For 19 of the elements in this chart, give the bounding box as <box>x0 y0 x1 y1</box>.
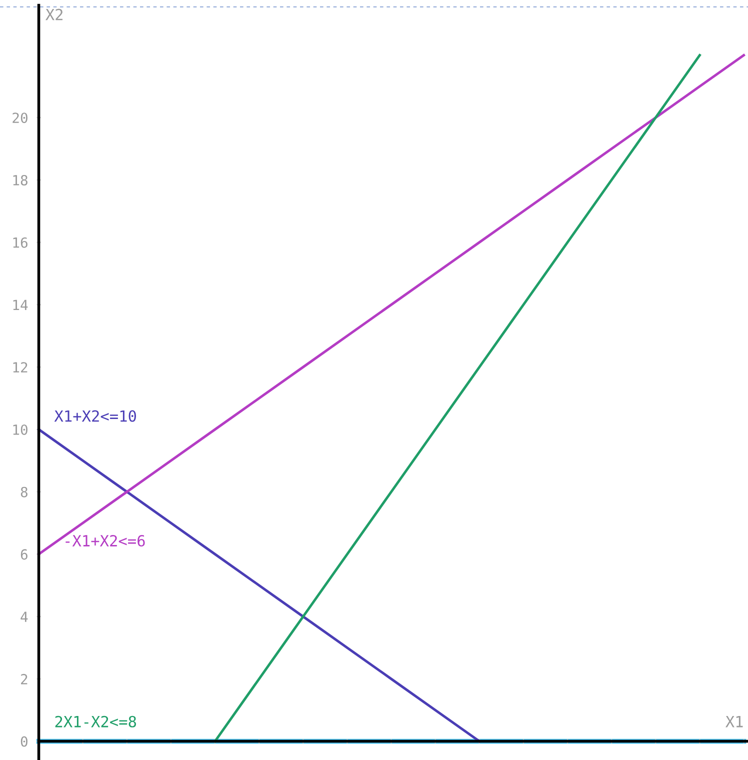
y-tick-label: 4 <box>20 612 28 622</box>
y-tick-label: 0 <box>20 736 28 747</box>
x-axis-title: X1 <box>726 716 743 728</box>
y-tick-label: 12 <box>13 362 28 372</box>
y-tick-label: 6 <box>20 549 28 560</box>
y-tick-label: 20 <box>12 112 28 124</box>
line-series <box>38 54 746 556</box>
y-tick-label: 8 <box>20 486 28 498</box>
y-tick-label: 2 <box>21 674 28 684</box>
line-series <box>214 54 701 743</box>
y-axis-title: X2 <box>46 8 62 20</box>
y-tick-label: 14 <box>13 300 28 310</box>
y-tick-label: 10 <box>13 424 28 435</box>
y-tick-label: 16 <box>13 237 28 248</box>
text: 2X1-X2<=8 <box>55 716 136 728</box>
series-label: X1+X2<=10 <box>54 410 136 422</box>
line-series <box>38 428 481 743</box>
series-label: -X1+X2<=6 <box>66 534 145 547</box>
y-tick-label: 18 <box>13 174 28 186</box>
